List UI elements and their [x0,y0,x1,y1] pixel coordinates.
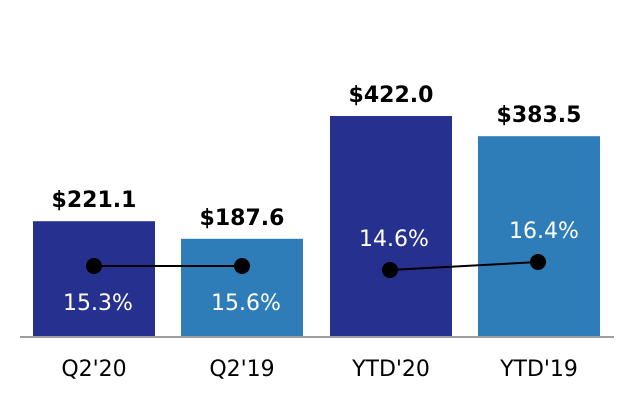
x-tick-label: Q2'19 [209,357,274,382]
margin-point [530,254,546,270]
x-tick-label: YTD'19 [499,357,578,382]
x-tick-label: YTD'20 [351,357,430,382]
margin-point [86,258,102,274]
value-label: $221.1 [52,188,137,213]
value-label: $383.5 [497,103,582,128]
margin-point [234,258,250,274]
value-label: $422.0 [349,83,434,108]
bar-q2-20 [33,221,155,337]
margin-label: 15.3% [63,291,133,316]
margin-line-segment [389,261,539,271]
bar-q2-19 [181,238,303,337]
value-label: $187.6 [200,206,285,231]
bar-ytd-19 [478,136,600,337]
margin-label: 16.4% [509,219,579,244]
margin-label: 15.6% [211,291,281,316]
margin-point [382,262,398,278]
bar-ytd-20 [330,116,452,337]
margin-line-layer [86,254,546,278]
bars-layer [33,116,600,337]
label-layer: $221.1 Q2'20 $187.6 Q2'19 $422.0 YTD'20 $383.5… [52,83,582,382]
x-tick-label: Q2'20 [61,357,126,382]
margin-label: 14.6% [359,227,429,252]
